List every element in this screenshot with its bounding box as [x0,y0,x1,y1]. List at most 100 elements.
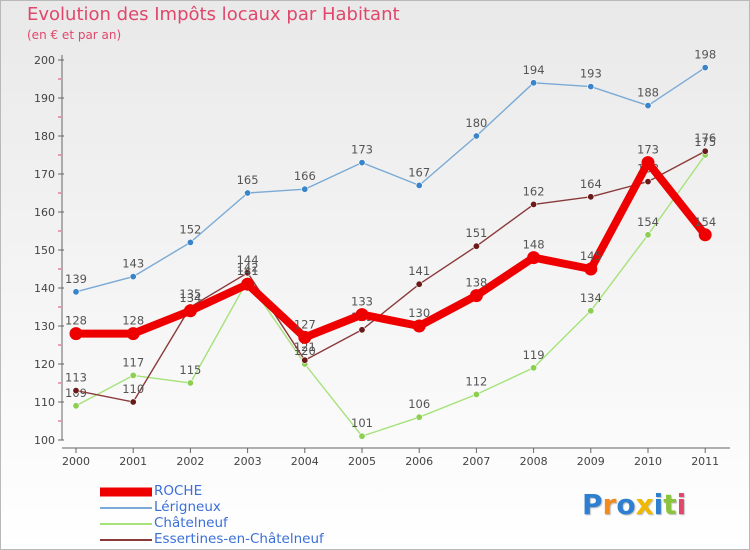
data-point-roche [69,327,83,341]
data-label-essertines-en-chatelneuf: 121 [294,340,316,354]
legend-swatch-roche [100,487,152,497]
data-point-essertines-en-chatelneuf [472,242,480,250]
data-point-essertines-en-chatelneuf [72,387,80,395]
data-point-lerigneux [530,79,538,87]
data-label-chatelneuf: 101 [351,416,373,430]
data-point-chatelneuf [129,371,137,379]
data-point-roche [698,228,712,242]
data-label-lerigneux: 152 [179,222,201,236]
data-point-essertines-en-chatelneuf [530,200,538,208]
data-point-lerigneux [301,185,309,193]
data-point-essertines-en-chatelneuf [644,178,652,186]
data-label-roche: 130 [408,306,430,320]
data-point-essertines-en-chatelneuf [129,398,137,406]
x-tick-label: 2005 [348,455,376,468]
data-point-lerigneux [186,238,194,246]
data-label-lerigneux: 143 [122,257,144,271]
legend-swatch-lerigneux [100,507,152,509]
data-label-essertines-en-chatelneuf: 113 [65,371,87,385]
x-tick-label: 2010 [634,455,662,468]
data-point-chatelneuf [72,402,80,410]
data-label-roche: 138 [465,276,487,290]
data-point-roche [641,156,655,170]
data-point-roche [241,277,255,291]
data-label-lerigneux: 180 [465,116,487,130]
data-label-chatelneuf: 115 [179,363,201,377]
data-label-roche: 145 [580,249,602,263]
data-point-lerigneux [701,64,709,72]
data-label-lerigneux: 139 [65,272,87,286]
data-point-roche [469,289,483,303]
data-point-roche [584,262,598,276]
data-point-essertines-en-chatelneuf [244,269,252,277]
data-point-roche [183,304,197,318]
data-point-chatelneuf [415,413,423,421]
data-label-lerigneux: 188 [637,86,659,100]
data-point-roche [355,308,369,322]
y-tick-label: 150 [34,244,55,257]
y-tick-label: 170 [34,168,55,181]
data-label-essertines-en-chatelneuf: 151 [465,226,487,240]
y-tick-label: 130 [34,320,55,333]
data-point-roche [527,251,541,265]
y-tick-label: 180 [34,130,55,143]
data-point-chatelneuf [530,364,538,372]
x-tick-label: 2003 [234,455,262,468]
data-point-lerigneux [472,132,480,140]
legend-label-chatelneuf: Châtelneuf [154,515,228,531]
data-label-essertines-en-chatelneuf: 144 [237,253,259,267]
data-point-chatelneuf [358,432,366,440]
y-tick-label: 120 [34,358,55,371]
x-tick-label: 2002 [176,455,204,468]
x-tick-label: 2000 [62,455,90,468]
data-label-lerigneux: 167 [408,165,430,179]
chart-subtitle: (en € et par an) [27,28,122,42]
data-label-roche: 133 [351,295,373,309]
legend-label-roche: ROCHE [154,483,203,499]
x-tick-label: 2004 [291,455,319,468]
logo-letter: P [582,488,603,521]
series-line-roche [76,158,709,342]
data-label-essertines-en-chatelneuf: 110 [122,382,144,396]
series-line-lerigneux [75,67,706,293]
logo-letter: o [616,488,636,521]
x-tick-label: 2011 [691,455,719,468]
x-tick-label: 2007 [462,455,490,468]
data-label-lerigneux: 193 [580,67,602,81]
data-point-chatelneuf [587,307,595,315]
logo-letter: i [676,488,687,521]
data-point-essertines-en-chatelneuf [701,147,709,155]
chart-title: Evolution des Impôts locaux par Habitant [27,4,400,25]
series-line-essertines-en-chatelneuf [75,150,706,403]
data-label-chatelneuf: 154 [637,215,659,229]
y-tick-label: 100 [34,434,55,447]
data-point-lerigneux [72,288,80,296]
data-point-chatelneuf [472,390,480,398]
data-label-essertines-en-chatelneuf: 141 [408,264,430,278]
x-tick-label: 2009 [577,455,605,468]
data-point-roche [126,327,140,341]
data-point-chatelneuf [186,379,194,387]
proxiti-logo: Proxiti [582,488,686,521]
data-point-lerigneux [358,159,366,167]
data-label-lerigneux: 165 [237,173,259,187]
series-line-chatelneuf [75,154,706,437]
legend-swatch-essertines [100,539,152,541]
x-tick-label: 2001 [119,455,147,468]
logo-letter: r [602,488,617,521]
logo-letter: t [663,488,677,521]
data-label-chatelneuf: 142 [237,260,259,274]
data-label-chatelneuf: 175 [694,135,716,149]
data-point-lerigneux [415,181,423,189]
data-label-roche: 127 [294,317,316,331]
data-label-roche: 128 [122,314,144,328]
legend-label-lerigneux: Lérigneux [154,499,221,515]
y-tick-label: 190 [34,92,55,105]
data-label-essertines-en-chatelneuf: 135 [179,287,201,301]
x-tick-label: 2006 [405,455,433,468]
y-tick-label: 200 [34,54,55,67]
data-label-essertines-en-chatelneuf: 164 [580,177,602,191]
y-tick-label: 140 [34,282,55,295]
